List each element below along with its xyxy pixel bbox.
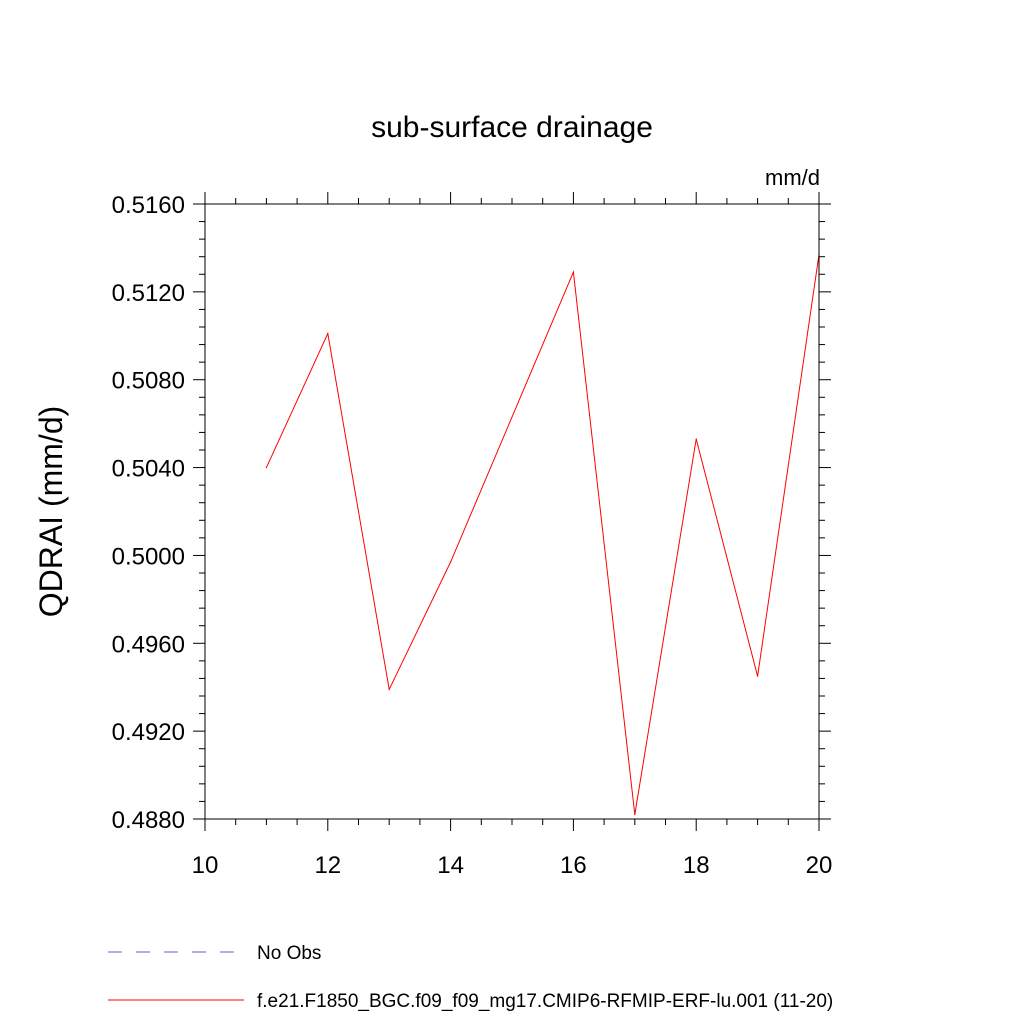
legend: No Obs f.e21.F1850_BGC.f09_f09_mg17.CMIP6…: [108, 943, 833, 1012]
data-point: [634, 814, 636, 816]
y-tick-label: 0.5080: [112, 368, 185, 395]
data-point: [388, 688, 390, 691]
x-tick-label: 20: [806, 852, 833, 879]
legend-label: No Obs: [257, 943, 321, 964]
data-point: [511, 416, 513, 418]
data-point: [450, 561, 452, 563]
x-tick-label: 16: [560, 852, 587, 879]
chart-title: sub-surface drainage: [371, 111, 653, 144]
axis-ticks: 10 12 14 16 18 20 0.4880 0.4920 0.4960 0.5000 0.50…: [112, 192, 833, 879]
y-tick-label: 0.4960: [112, 631, 185, 658]
x-tick-label: 18: [683, 852, 710, 879]
legend-label: f.e21.F1850_BGC.f09_f09_mg17.CMIP6-RFMIP…: [257, 991, 833, 1012]
x-tick-label: 14: [437, 852, 464, 879]
data-point: [757, 675, 759, 677]
x-tick-label: 12: [314, 852, 341, 879]
data-point: [695, 438, 697, 440]
series-line: [265, 254, 820, 815]
data-point: [327, 332, 329, 335]
y-tick-label: 0.5040: [112, 456, 185, 483]
plot-area: [265, 253, 820, 816]
y-axis-label: QDRAI (mm/d): [33, 406, 69, 618]
y-tick-label: 0.5000: [112, 543, 185, 570]
units-label: mm/d: [765, 165, 820, 190]
y-tick-label: 0.4880: [112, 807, 185, 834]
y-tick-label: 0.4920: [112, 719, 185, 746]
y-tick-label: 0.5160: [112, 192, 185, 219]
y-tick-label: 0.5120: [112, 280, 185, 307]
data-point: [265, 466, 267, 469]
plot-frame: [204, 203, 820, 820]
data-point: [572, 271, 575, 273]
x-tick-label: 10: [192, 852, 219, 879]
